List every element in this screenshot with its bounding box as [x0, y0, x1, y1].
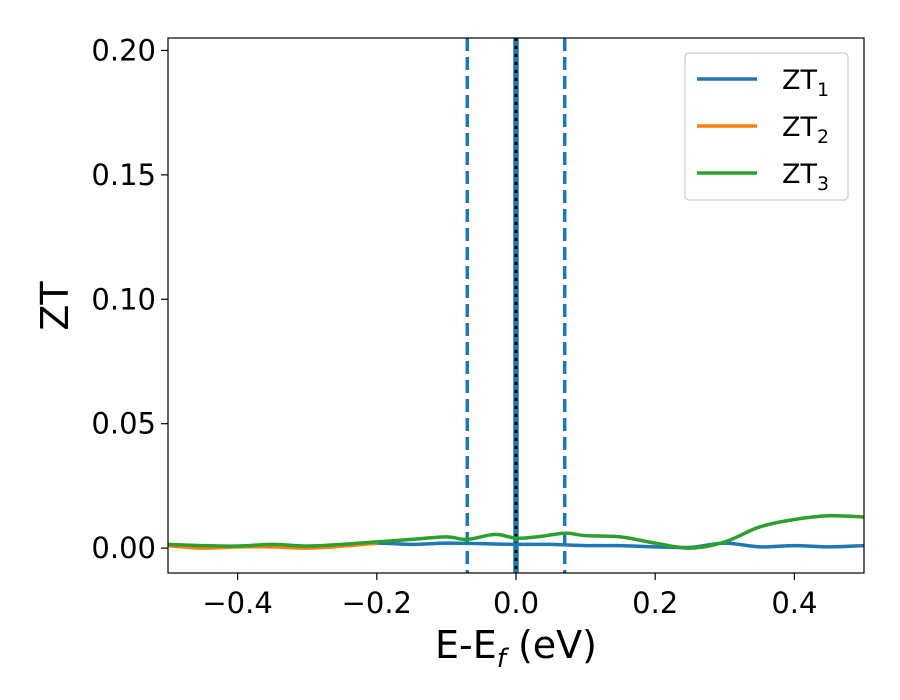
legend-label-name: ZT: [782, 159, 817, 190]
y-tick-label: 0.10: [91, 282, 156, 316]
legend-label-sub: 2: [817, 126, 829, 148]
x-tick-label: −0.4: [202, 586, 272, 620]
x-tick-label: 0.0: [493, 586, 539, 620]
x-axis-label-main: E-E: [435, 623, 497, 667]
legend-label-name: ZT: [782, 112, 817, 143]
legend-label-zt1: ZT1: [782, 65, 829, 101]
x-axis-label-unit: (eV): [506, 623, 597, 667]
legend-label-zt2: ZT2: [782, 112, 829, 148]
legend-label-sub: 3: [817, 173, 829, 195]
x-tick-label: −0.2: [342, 586, 412, 620]
y-tick-label: 0.20: [91, 33, 156, 67]
y-tick-label: 0.15: [91, 158, 156, 192]
vertical-reference-lines: [465, 38, 567, 573]
x-tick-label: 0.2: [632, 586, 678, 620]
x-axis-label: E-Ef (eV): [435, 623, 597, 674]
y-axis-label: ZT: [33, 281, 77, 331]
series-lines: [168, 513, 864, 550]
y-axis-ticks: 0.00 0.05 0.10 0.15 0.20: [91, 33, 168, 565]
y-tick-label: 0.05: [91, 407, 156, 441]
y-tick-label: 0.00: [91, 531, 156, 565]
x-tick-label: 0.4: [771, 586, 817, 620]
series-line-zt3: [168, 513, 864, 550]
legend-box: [684, 52, 849, 201]
legend-label-name: ZT: [782, 65, 817, 96]
legend-label-sub: 1: [817, 79, 829, 101]
x-axis-ticks: −0.4 −0.2 0.0 0.2 0.4: [202, 573, 817, 620]
legend-label-zt3: ZT3: [782, 159, 829, 195]
